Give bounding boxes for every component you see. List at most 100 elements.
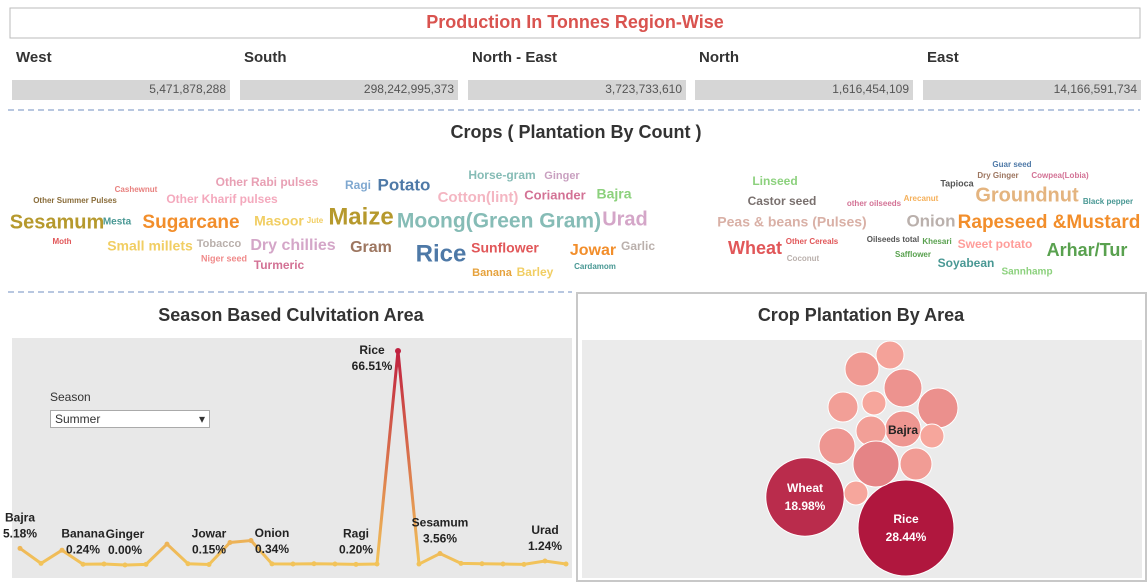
point xyxy=(563,561,569,567)
bubble-label: Wheat xyxy=(787,481,823,495)
word: Niger seed xyxy=(201,253,247,263)
point-value: 0.15% xyxy=(192,543,226,557)
point xyxy=(479,561,485,567)
point-value: 0.34% xyxy=(255,542,289,556)
point xyxy=(143,561,149,567)
word: Tobacco xyxy=(197,238,242,250)
region-bar xyxy=(468,80,686,100)
bubble xyxy=(919,423,945,449)
word: Rapeseed &Mustard xyxy=(958,212,1141,233)
bubble-value: 28.44% xyxy=(886,530,927,544)
word: other oilseeds xyxy=(847,199,902,208)
panel-border xyxy=(576,292,1147,582)
bubble xyxy=(899,447,933,481)
bubble xyxy=(852,440,900,488)
bubble xyxy=(857,479,955,577)
bubble-label: Bajra xyxy=(888,423,918,437)
word: Sesamum xyxy=(10,211,105,233)
word: Horse-gram xyxy=(468,168,535,182)
bubble xyxy=(917,387,959,429)
point-value: 5.18% xyxy=(3,527,37,541)
season-dropdown[interactable]: Summer ▾ xyxy=(50,410,210,428)
word: Sugarcane xyxy=(142,212,239,233)
region-name: North xyxy=(699,49,739,66)
word: Sweet potato xyxy=(958,237,1033,251)
region-value: 1,616,454,109 xyxy=(832,82,909,96)
word: Other Summer Pulses xyxy=(33,196,117,205)
point xyxy=(185,561,191,567)
word: Arhar/Tur xyxy=(1047,240,1128,260)
word: Other Kharif pulses xyxy=(166,192,278,206)
word: Peas & beans (Pulses) xyxy=(717,214,866,230)
point xyxy=(248,538,254,544)
point-label: Ginger xyxy=(106,527,145,541)
point-value: 0.20% xyxy=(339,543,373,557)
word: Bajra xyxy=(596,186,631,202)
chart-title: Season Based Culvitation Area xyxy=(158,305,424,325)
point-value: 66.51% xyxy=(352,359,393,373)
word: Dry chillies xyxy=(250,237,335,254)
point-label: Ragi xyxy=(343,527,369,541)
word: Castor seed xyxy=(748,194,817,208)
point xyxy=(80,561,86,567)
bubble xyxy=(861,390,887,416)
word: Oilseeds total xyxy=(867,235,919,244)
word: Barley xyxy=(517,265,554,279)
word: Cotton(lint) xyxy=(438,189,519,206)
region-name: West xyxy=(16,49,52,66)
word: Safflower xyxy=(895,250,931,259)
point-label: Sesamum xyxy=(412,516,469,530)
region-value: 14,166,591,734 xyxy=(1054,82,1138,96)
point-label: Jowar xyxy=(192,527,227,541)
word: Small millets xyxy=(107,238,193,254)
point xyxy=(269,561,275,567)
word: Garlic xyxy=(621,239,655,253)
point xyxy=(437,551,443,557)
chart-title: Crops ( Plantation By Count ) xyxy=(451,122,702,142)
region-name: South xyxy=(244,49,287,66)
point-label: Banana xyxy=(61,526,105,540)
region-bar xyxy=(240,80,458,100)
word: Tapioca xyxy=(940,178,974,188)
bubble-label: Rice xyxy=(893,512,919,526)
point-value: 1.24% xyxy=(528,539,562,553)
word: Black pepper xyxy=(1083,197,1133,206)
word: Banana xyxy=(472,267,513,279)
point xyxy=(500,561,506,567)
bubble xyxy=(883,368,923,408)
point-value: 0.24% xyxy=(66,542,100,556)
chart-title: Crop Plantation By Area xyxy=(758,305,965,325)
bubble xyxy=(827,391,859,423)
filter-label: Season xyxy=(50,390,91,404)
word: Other Cereals xyxy=(786,237,839,246)
region-value: 3,723,733,610 xyxy=(605,82,682,96)
point xyxy=(59,547,65,553)
region-name: East xyxy=(927,49,959,66)
point-label: Bajra xyxy=(5,511,35,525)
word: Cardamom xyxy=(574,262,616,271)
region-value: 5,471,878,288 xyxy=(149,82,226,96)
point-label: Onion xyxy=(255,526,290,540)
point xyxy=(122,562,128,568)
point-label: Rice xyxy=(359,343,385,357)
word: Dry Ginger xyxy=(977,171,1018,180)
word: Moong(Green Gram) xyxy=(397,210,601,233)
region-name: North - East xyxy=(472,49,557,66)
point xyxy=(164,541,170,547)
point xyxy=(206,562,212,568)
word: Onion xyxy=(906,211,955,230)
dropdown-value: Summer xyxy=(55,412,101,426)
word: Potato xyxy=(378,175,431,194)
bubble xyxy=(875,340,905,370)
word: Maize xyxy=(328,203,393,230)
point xyxy=(17,545,23,551)
point xyxy=(395,348,401,354)
point xyxy=(227,539,233,545)
word: Arecanut xyxy=(904,194,939,203)
word: Jowar xyxy=(570,242,616,259)
point-value: 0.00% xyxy=(108,543,142,557)
bubble xyxy=(843,480,869,506)
